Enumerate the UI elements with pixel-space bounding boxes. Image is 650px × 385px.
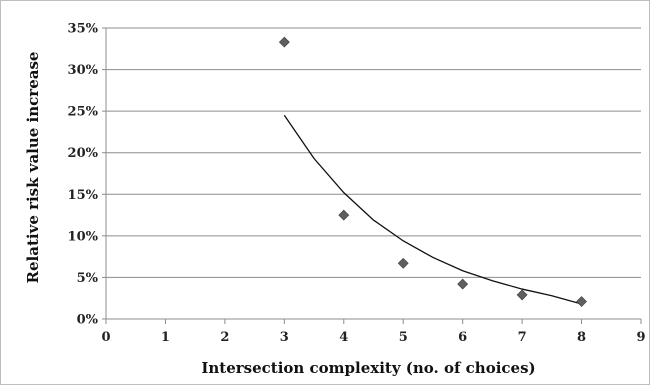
y-tick-label: 5% — [77, 271, 99, 286]
x-tick-label: 7 — [518, 330, 527, 345]
y-tick-label: 0% — [77, 313, 99, 328]
x-tick-label: 0 — [101, 330, 110, 345]
y-tick-label: 10% — [68, 229, 99, 244]
data-point — [576, 296, 587, 307]
x-axis-title: Intersection complexity (no. of choices) — [201, 359, 535, 377]
x-tick-label: 1 — [161, 330, 170, 345]
y-tick-label: 30% — [68, 63, 99, 78]
axes-layer — [102, 27, 642, 324]
y-tick-label: 25% — [68, 105, 99, 120]
trendline — [283, 114, 582, 305]
x-tick-label: 3 — [280, 330, 289, 345]
data-point — [338, 209, 350, 221]
y-tick-label: 20% — [68, 146, 99, 161]
x-tick-label: 6 — [458, 330, 467, 345]
y-axis-title: Relative risk value increase — [24, 52, 42, 284]
grid-layer — [106, 27, 641, 278]
trendline-layer — [283, 114, 582, 305]
y-tick-label: 15% — [68, 188, 99, 203]
data-point — [397, 257, 409, 269]
x-tick-label: 4 — [339, 330, 348, 345]
x-tick-label: 9 — [636, 330, 645, 345]
data-points — [278, 36, 587, 307]
data-point — [457, 278, 469, 290]
y-tick-label: 35% — [68, 22, 99, 37]
data-point — [516, 289, 528, 301]
x-tick-label: 2 — [220, 330, 229, 345]
x-tick-label: 8 — [577, 330, 586, 345]
data-point — [278, 36, 290, 48]
tick-labels: 0% 5% 10% 15% 20% 25% 30% 35% 0 1 2 3 4 5 6 7 8 9 — [68, 22, 646, 346]
x-tick-label: 5 — [399, 330, 408, 345]
